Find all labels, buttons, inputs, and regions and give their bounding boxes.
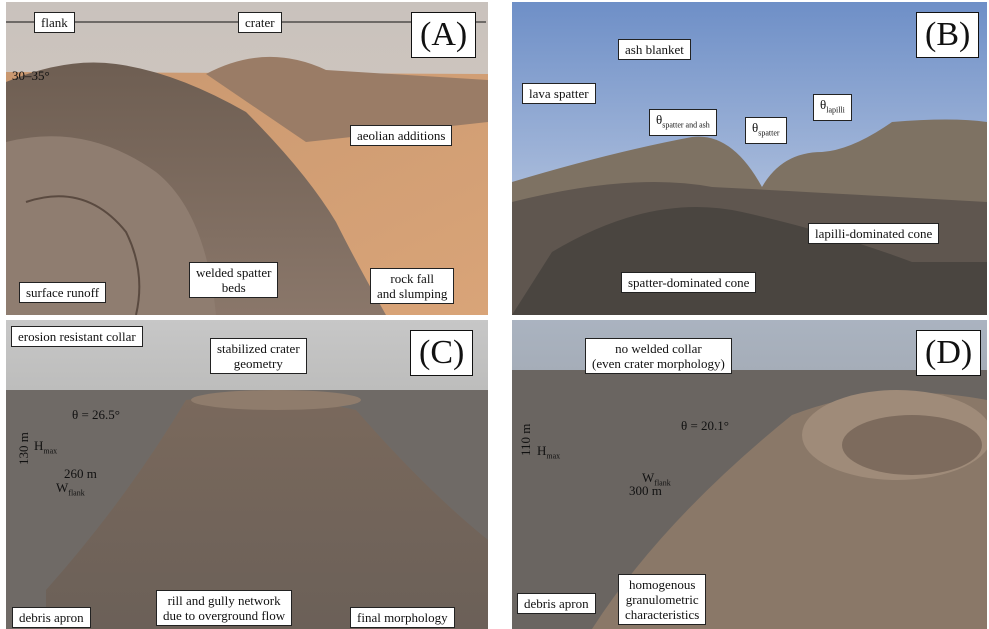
label-debris-apron-c: debris apron bbox=[12, 607, 91, 628]
panel-d: no welded collar (even crater morphology… bbox=[512, 320, 987, 629]
label-lava-spatter: lava spatter bbox=[522, 83, 596, 104]
panel-b-photo bbox=[512, 2, 987, 315]
panel-c: erosion resistant collar stabilized crat… bbox=[6, 320, 488, 629]
label-spatter-cone: spatter-dominated cone bbox=[621, 272, 757, 293]
measure-hmax-c: Hmax bbox=[34, 438, 58, 456]
label-erosion-collar: erosion resistant collar bbox=[11, 326, 143, 347]
measure-wflank-c: Wflank bbox=[56, 480, 85, 498]
measure-hmax-d: Hmax bbox=[537, 443, 561, 461]
label-debris-apron-d: debris apron bbox=[517, 593, 596, 614]
angle-a: 30–35° bbox=[12, 68, 50, 83]
label-crater: crater bbox=[238, 12, 282, 33]
label-homogenous: homogenous granulometric characteristics bbox=[618, 574, 707, 625]
label-theta-lapilli: θlapilli bbox=[813, 94, 852, 121]
measure-height-c: 130 m bbox=[16, 432, 31, 465]
measure-wflank-d: Wflank bbox=[642, 470, 671, 488]
label-final-morphology: final morphology bbox=[350, 607, 455, 628]
panel-a: flank crater 30–35° aeolian additions su… bbox=[6, 2, 488, 315]
label-theta-spatter-ash: θspatter and ash bbox=[649, 109, 717, 136]
panel-a-photo bbox=[6, 2, 488, 315]
label-theta-spatter: θspatter bbox=[745, 117, 787, 144]
label-aeolian-additions: aeolian additions bbox=[350, 125, 453, 146]
panel-letter-c: (C) bbox=[410, 330, 474, 376]
measure-width-c: 260 m bbox=[64, 466, 97, 481]
label-rill-gully: rill and gully network due to overground… bbox=[156, 590, 293, 626]
panel-letter-d: (D) bbox=[916, 330, 982, 376]
label-welded-spatter-beds: welded spatter beds bbox=[189, 262, 279, 298]
panel-letter-b: (B) bbox=[916, 12, 980, 58]
label-surface-runoff: surface runoff bbox=[19, 282, 107, 303]
measure-height-d: 110 m bbox=[518, 423, 533, 456]
measure-width-d: 300 m bbox=[629, 483, 662, 498]
label-lapilli-cone: lapilli-dominated cone bbox=[808, 223, 940, 244]
label-ash-blanket: ash blanket bbox=[618, 39, 691, 60]
label-stabilized-geometry: stabilized crater geometry bbox=[210, 338, 307, 374]
panel-b: lava spatter ash blanket θspatter and as… bbox=[512, 2, 987, 315]
measure-theta-c: θ = 26.5° bbox=[72, 407, 121, 422]
measure-theta-d: θ = 20.1° bbox=[681, 418, 730, 433]
label-rock-fall: rock fall and slumping bbox=[370, 268, 455, 304]
label-no-welded-collar: no welded collar (even crater morphology… bbox=[585, 338, 732, 374]
label-flank: flank bbox=[34, 12, 75, 33]
panel-letter-a: (A) bbox=[411, 12, 477, 58]
